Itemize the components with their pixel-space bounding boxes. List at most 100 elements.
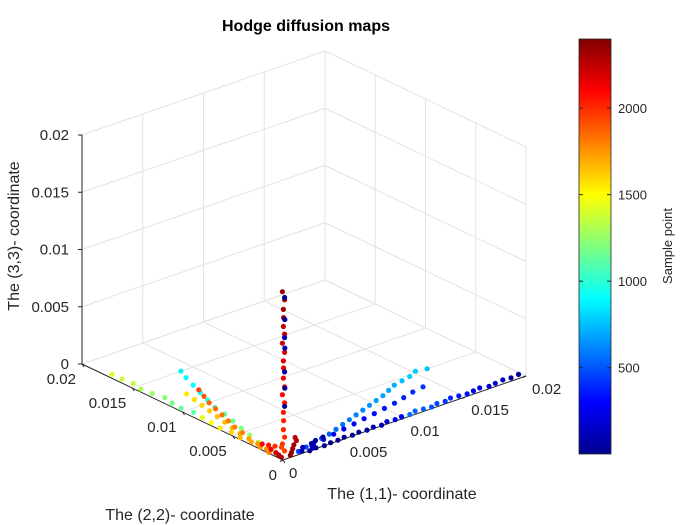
grid-sidewall-z [324, 107, 527, 205]
data-point [278, 454, 284, 460]
data-point [434, 400, 440, 407]
data-point [391, 400, 398, 406]
z-tick-label: 0 [61, 356, 69, 373]
data-point [199, 414, 205, 421]
data-point [217, 425, 223, 431]
data-point [333, 426, 339, 432]
data-point [412, 368, 418, 374]
y-tick-mark [282, 459, 286, 464]
data-point [266, 442, 272, 448]
y-tick-label: 0.015 [89, 395, 127, 412]
data-point [341, 434, 347, 440]
data-point [279, 289, 285, 295]
data-point [190, 382, 196, 388]
data-point [272, 443, 278, 449]
colorbar-label: Sample point [660, 208, 675, 284]
data-point [237, 435, 243, 441]
data-point [341, 426, 347, 432]
data-point [219, 412, 225, 418]
y-tick-mark [81, 363, 85, 368]
data-point [515, 371, 522, 377]
data-point [335, 437, 341, 443]
data-point [184, 391, 190, 397]
z-tick-label: 0.02 [40, 127, 69, 144]
data-point [424, 366, 430, 372]
data-point [364, 427, 370, 433]
x-tick-label: 0.01 [411, 423, 440, 440]
grid-backwall-z [81, 50, 326, 136]
z-tick-label: 0.01 [40, 242, 69, 259]
y-tick-label: 0 [269, 467, 277, 484]
data-point [178, 405, 184, 411]
data-point [373, 397, 379, 404]
grid-sidewall-z [324, 222, 527, 320]
data-point [130, 380, 136, 387]
chart-title: Hodge diffusion maps [222, 18, 390, 35]
data-point [201, 393, 207, 399]
x-tick-mark [401, 417, 405, 420]
data-point [470, 388, 476, 394]
data-point [321, 443, 327, 449]
x-axis-label: The (1,1)- coordinate [327, 486, 477, 503]
data-point [456, 393, 462, 399]
x-tick-label: 0.02 [532, 381, 561, 398]
data-point [500, 377, 506, 383]
z-tick-label: 0.005 [31, 299, 69, 316]
data-point [429, 404, 435, 410]
data-point [282, 349, 288, 355]
data-point [280, 323, 286, 330]
x-tick-mark [462, 396, 466, 399]
data-point [401, 395, 407, 401]
data-point [346, 417, 352, 423]
data-point [320, 434, 326, 440]
y-tick-mark [232, 435, 236, 440]
data-point [508, 375, 514, 381]
data-point [399, 378, 405, 384]
data-point [199, 402, 205, 408]
z-tick-label: 0.015 [31, 184, 69, 201]
data-point [238, 425, 244, 431]
data-point [486, 383, 492, 389]
grid-floor-y [132, 303, 376, 389]
data-point [370, 424, 376, 430]
data-point [349, 432, 356, 438]
data-point [162, 394, 168, 401]
data-point [246, 436, 252, 442]
data-point [213, 406, 219, 412]
data-point [381, 405, 387, 411]
data-point [280, 358, 286, 364]
data-point [477, 385, 483, 391]
data-point [282, 345, 288, 351]
grid-sidewall-z [324, 50, 527, 148]
data-point [299, 448, 305, 454]
data-point [282, 385, 288, 391]
data-point [178, 368, 184, 374]
label-layer: 00.0050.010.0150.0200.0050.010.0150.0200… [31, 127, 561, 484]
y-tick-mark [182, 411, 185, 416]
data-point [281, 418, 287, 424]
x-tick-label: 0.005 [350, 444, 388, 461]
data-point [398, 414, 405, 420]
axis-layer [78, 134, 527, 464]
data-point [280, 409, 286, 415]
data-point [228, 429, 234, 435]
grid-backwall-z [81, 165, 326, 250]
colorbar-ticks: 500 1000 1500 2000 [579, 101, 647, 376]
data-point [259, 441, 265, 447]
data-point [282, 316, 288, 323]
data-point [420, 406, 426, 412]
data-point [191, 409, 197, 415]
data-point [391, 382, 397, 388]
data-point [282, 335, 288, 341]
data-point [149, 390, 155, 397]
data-point [268, 446, 274, 452]
data-point [328, 440, 334, 446]
grid-sidewall-z [324, 279, 527, 377]
data-point [407, 411, 413, 418]
data-point [208, 420, 214, 426]
data-point [279, 392, 285, 398]
y-tick-label: 0.01 [147, 419, 176, 436]
data-point [380, 393, 386, 399]
